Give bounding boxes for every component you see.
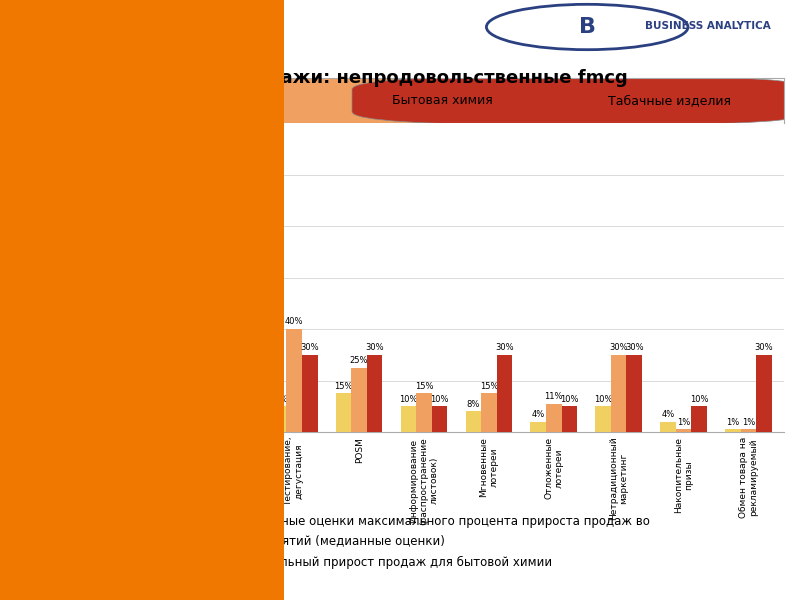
Text: 15%: 15% (334, 382, 353, 391)
Bar (741, 430, 756, 432)
Bar (302, 355, 318, 432)
Bar (611, 355, 626, 432)
Bar (222, 285, 237, 432)
Bar (432, 406, 447, 432)
Text: 0%: 0% (174, 421, 186, 430)
Text: 1%: 1% (677, 418, 690, 427)
Text: B: B (578, 17, 596, 37)
Bar (497, 355, 512, 432)
Text: 115%: 115% (160, 108, 169, 132)
Bar (660, 422, 676, 432)
Bar (595, 406, 611, 432)
Text: 11%: 11% (75, 392, 94, 401)
Text: MAGAZINE: MAGAZINE (124, 33, 241, 52)
Text: 15%: 15% (414, 382, 434, 391)
Text: 30%: 30% (366, 343, 384, 352)
Text: BUSINESS ANALYTICA: BUSINESS ANALYTICA (645, 21, 770, 31)
Text: 30%: 30% (754, 343, 774, 352)
Bar (271, 406, 286, 432)
Bar (725, 430, 741, 432)
Text: 20%: 20% (140, 369, 158, 378)
FancyBboxPatch shape (136, 76, 597, 125)
Bar (336, 394, 351, 432)
Bar (626, 355, 642, 432)
Bar (756, 355, 772, 432)
Text: Косметика: Косметика (154, 94, 226, 107)
Bar (367, 355, 382, 432)
Text: 10%: 10% (690, 395, 708, 404)
Text: BTL: BTL (60, 33, 123, 62)
Text: 10%: 10% (560, 395, 578, 404)
Text: 8%: 8% (466, 400, 480, 409)
Bar (530, 422, 546, 432)
FancyBboxPatch shape (0, 76, 359, 125)
Bar (237, 355, 253, 432)
FancyBboxPatch shape (352, 76, 800, 125)
Bar (416, 394, 432, 432)
Text: 30%: 30% (610, 343, 628, 352)
Text: 25%: 25% (350, 356, 368, 365)
Bar (141, 380, 157, 432)
Text: 1%: 1% (726, 418, 739, 427)
Bar (676, 430, 691, 432)
Text: Влияние BTL на продажи: непродовольственные fmcg: Влияние BTL на продажи: непродовольствен… (60, 69, 628, 87)
Text: 28%: 28% (90, 349, 109, 358)
Text: 10%: 10% (594, 395, 612, 404)
Bar (107, 373, 123, 432)
Text: 10%: 10% (430, 395, 449, 404)
Text: Бытовая химия: Бытовая химия (392, 94, 492, 107)
Bar (401, 406, 416, 432)
Text: 30%: 30% (236, 343, 254, 352)
Text: 4%: 4% (662, 410, 674, 419)
Bar (206, 355, 222, 432)
Bar (466, 412, 481, 432)
Text: Табачные изделия: Табачные изделия (608, 94, 730, 107)
Bar (351, 368, 367, 432)
Text: 10%: 10% (399, 395, 418, 404)
Bar (481, 394, 497, 432)
Text: 30%: 30% (301, 343, 319, 352)
Bar (92, 360, 107, 432)
Bar (546, 404, 562, 432)
Text: 23%: 23% (106, 361, 125, 370)
Bar (691, 406, 707, 432)
Text: 15%: 15% (480, 382, 498, 391)
Text: • На графике показаны обобщенные оценки максимального процента прироста продаж в: • На графике показаны обобщенные оценки … (75, 515, 650, 569)
Bar (157, 136, 172, 432)
Text: 1%: 1% (742, 418, 755, 427)
Text: 11%: 11% (545, 392, 563, 401)
Bar (286, 329, 302, 432)
Text: 30%: 30% (625, 343, 643, 352)
Text: 30%: 30% (495, 343, 514, 352)
Bar (76, 404, 92, 432)
Text: 4%: 4% (531, 410, 545, 419)
Text: 10%: 10% (270, 395, 288, 404)
Bar (562, 406, 577, 432)
Text: 30%: 30% (205, 343, 223, 352)
Text: 40%: 40% (285, 317, 303, 326)
Bar (67, 123, 132, 432)
Text: 57%: 57% (225, 263, 234, 281)
